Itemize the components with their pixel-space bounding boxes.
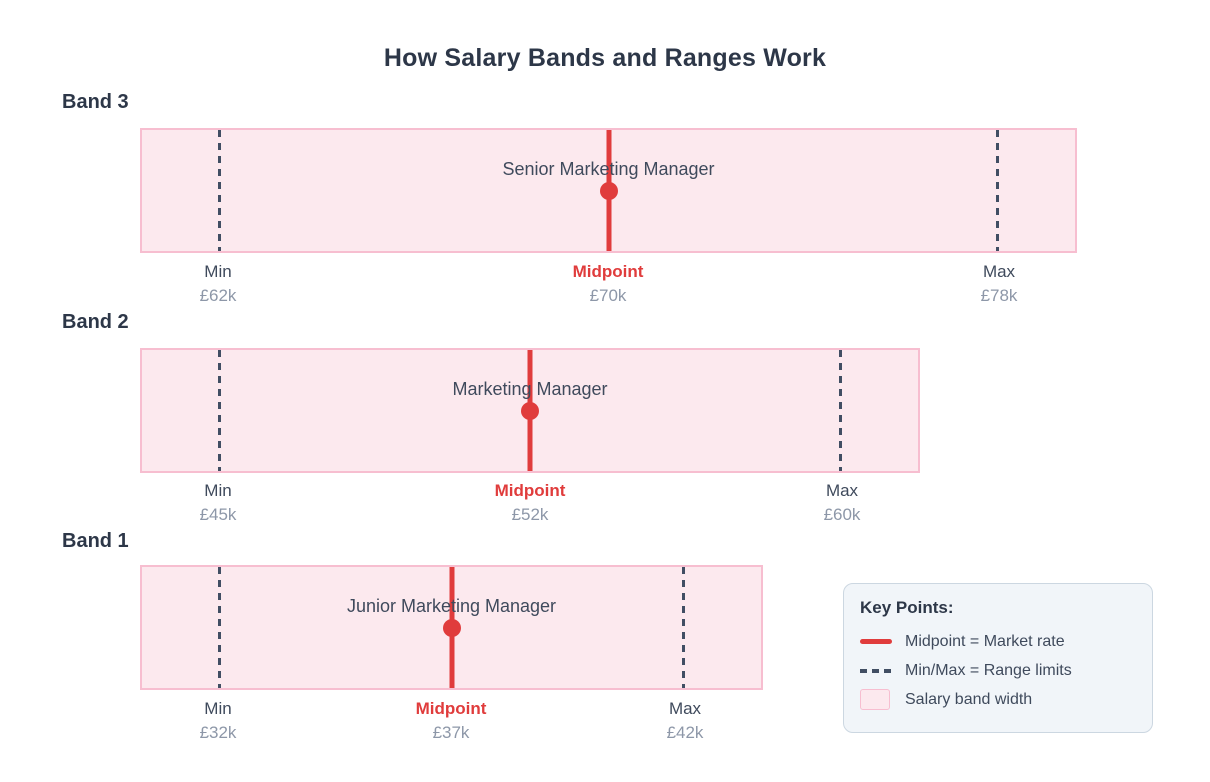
band-1-role-label: Junior Marketing Manager <box>346 596 557 616</box>
max-label: Max <box>668 699 702 718</box>
band-2-max-range-line <box>839 350 842 471</box>
midpoint-label: Midpoint <box>415 699 487 718</box>
min-value: £45k <box>199 505 237 524</box>
band-2-min-range-line <box>218 350 221 471</box>
legend-title: Key Points: <box>860 598 954 617</box>
band-3-max-tick: Max £78k <box>981 260 1018 308</box>
band-3-max-range-line <box>996 130 999 251</box>
min-value: £32k <box>199 723 237 742</box>
band-3-label: Band 3 <box>62 91 129 113</box>
band-1-label: Band 1 <box>62 530 129 552</box>
max-label: Max <box>982 262 1016 281</box>
band-1-max-tick: Max £42k <box>667 697 704 745</box>
band-1-midpoint-dot <box>442 618 461 637</box>
band-3-role-label: Senior Marketing Manager <box>502 159 715 179</box>
band-2-label: Band 2 <box>62 311 129 333</box>
legend-item-minmax: Min/Max = Range limits <box>860 656 1136 685</box>
band-3-salary-band-box: Senior Marketing Manager <box>140 128 1077 253</box>
band-2-role-label: Marketing Manager <box>452 379 608 399</box>
band-1-salary-band-box: Junior Marketing Manager <box>140 565 763 690</box>
min-value: £62k <box>199 286 237 305</box>
legend-item-midpoint: Midpoint = Market rate <box>860 627 1136 656</box>
min-label: Min <box>204 262 232 281</box>
minmax-dashed-swatch-icon <box>860 668 892 673</box>
max-value: £60k <box>823 505 861 524</box>
band-3-midpoint-dot <box>599 181 618 200</box>
midpoint-line-swatch-icon <box>860 639 892 644</box>
legend-item-label: Min/Max = Range limits <box>905 661 1072 679</box>
legend-item-label: Midpoint = Market rate <box>905 632 1065 650</box>
band-2-salary-band-box: Marketing Manager <box>140 348 920 473</box>
max-label: Max <box>825 481 859 500</box>
legend-item-label: Salary band width <box>905 690 1033 708</box>
band-2-midpoint-tick: Midpoint £52k <box>495 479 566 527</box>
band-2-min-tick: Min £45k <box>200 479 237 527</box>
band-1-max-range-line <box>682 567 685 688</box>
band-2-max-tick: Max £60k <box>824 479 861 527</box>
band-3-midpoint-tick: Midpoint £70k <box>573 260 644 308</box>
band-3-min-range-line <box>218 130 221 251</box>
legend-item-band-width: Salary band width <box>860 685 1136 714</box>
midpoint-value: £37k <box>432 723 470 742</box>
max-value: £42k <box>666 723 704 742</box>
midpoint-value: £52k <box>511 505 549 524</box>
band-1-midpoint-tick: Midpoint £37k <box>416 697 487 745</box>
midpoint-label: Midpoint <box>572 262 644 281</box>
band-3-min-tick: Min £62k <box>200 260 237 308</box>
band-2-midpoint-dot <box>521 401 539 420</box>
min-label: Min <box>204 481 232 500</box>
band-fill-swatch-icon <box>860 689 890 710</box>
band-1-min-range-line <box>218 567 221 688</box>
band-1-min-tick: Min £32k <box>200 697 237 745</box>
midpoint-label: Midpoint <box>494 481 566 500</box>
page-title: How Salary Bands and Ranges Work <box>383 43 827 72</box>
max-value: £78k <box>980 286 1018 305</box>
min-label: Min <box>204 699 232 718</box>
key-points-panel: Key Points: Midpoint = Market rate Min/M… <box>843 583 1153 733</box>
midpoint-value: £70k <box>589 286 627 305</box>
